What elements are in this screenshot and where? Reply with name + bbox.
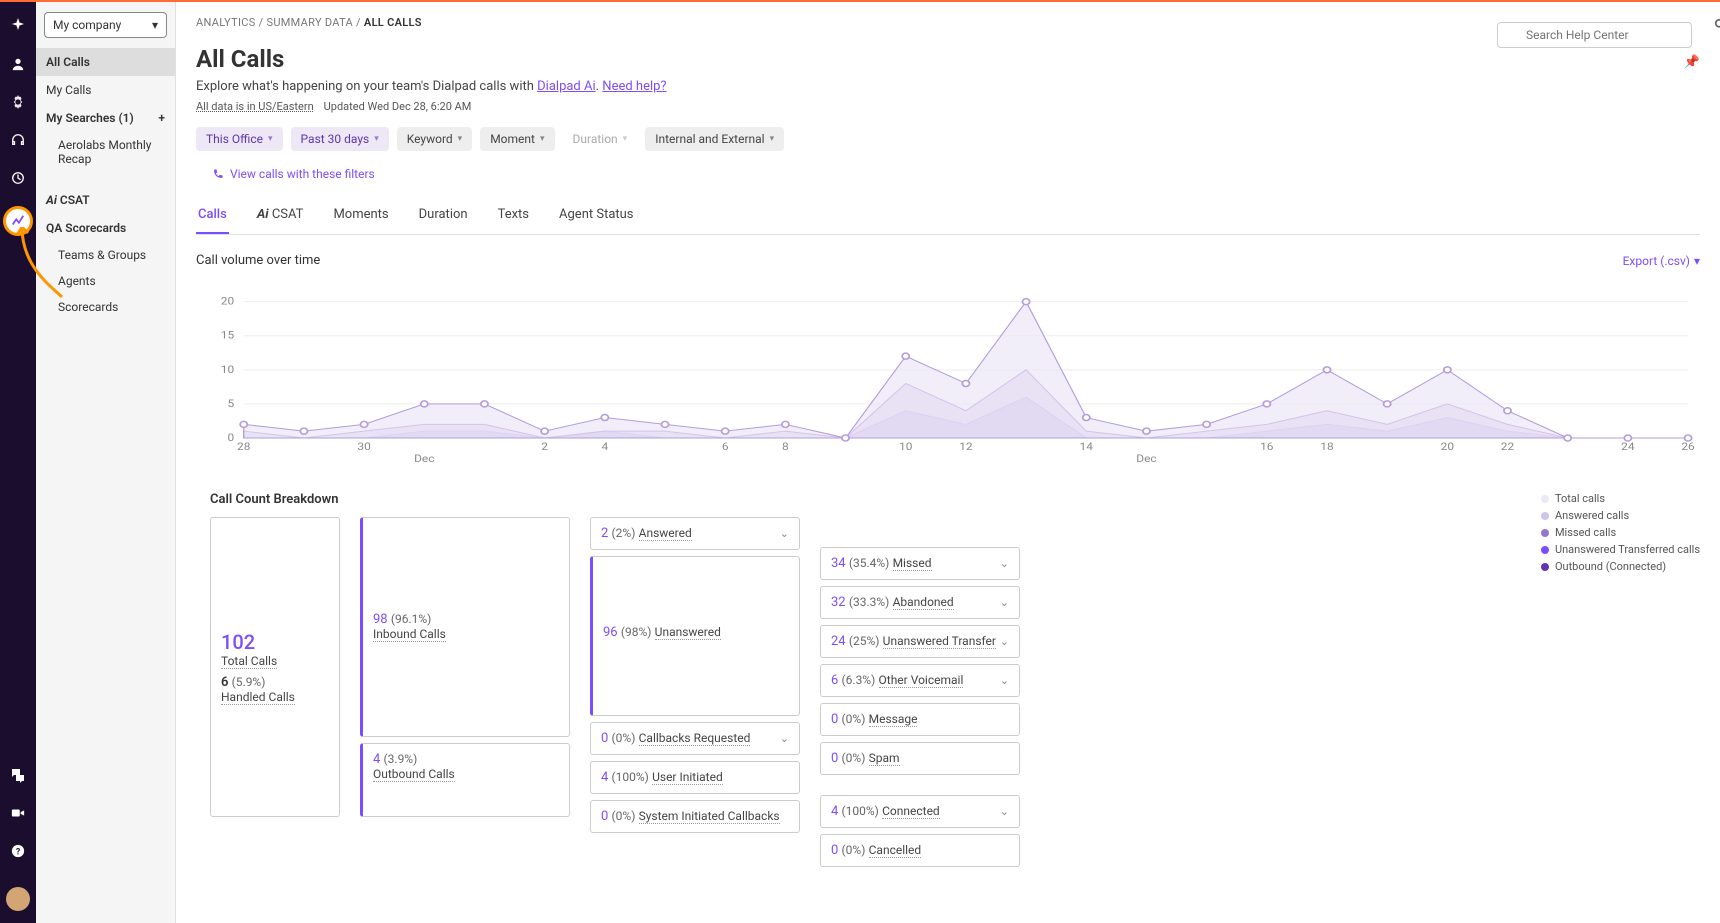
card-callbacks[interactable]: 0 (0%) Callbacks Requested⌄ bbox=[590, 722, 800, 755]
card-outbound[interactable]: 4 (3.9%) Outbound Calls bbox=[360, 743, 570, 817]
company-selector[interactable]: My company▾ bbox=[44, 12, 167, 38]
page-subtitle: Explore what's happening on your team's … bbox=[196, 79, 1700, 94]
card-message[interactable]: 0 (0%) Message bbox=[820, 703, 1020, 736]
history-icon[interactable] bbox=[8, 168, 28, 188]
filters: This Office▾ Past 30 days▾ Keyword▾ Mome… bbox=[196, 127, 1700, 151]
search-icon bbox=[1714, 18, 1720, 32]
filter-office[interactable]: This Office▾ bbox=[196, 127, 283, 151]
svg-text:30: 30 bbox=[357, 441, 370, 453]
search-input[interactable] bbox=[1497, 22, 1692, 48]
breakdown: 102 Total Calls 6 (5.9%) Handled Calls 9… bbox=[196, 517, 1521, 867]
svg-text:8: 8 bbox=[782, 441, 789, 453]
link-dialpad-ai[interactable]: Dialpad Ai bbox=[537, 79, 596, 94]
breakdown-title: Call Count Breakdown bbox=[210, 492, 1521, 507]
headset-icon[interactable] bbox=[8, 130, 28, 150]
filter-keyword[interactable]: Keyword▾ bbox=[397, 127, 472, 151]
svg-text:4: 4 bbox=[601, 441, 608, 453]
tab-calls[interactable]: Calls bbox=[196, 197, 229, 234]
breadcrumb: ANALYTICS / SUMMARY DATA / ALL CALLS bbox=[176, 2, 1720, 35]
svg-text:?: ? bbox=[16, 848, 21, 858]
svg-text:6: 6 bbox=[722, 441, 729, 453]
nav-qa[interactable]: QA Scorecards bbox=[36, 214, 175, 242]
tab-duration[interactable]: Duration bbox=[417, 197, 470, 234]
filter-duration[interactable]: Duration▾ bbox=[563, 127, 638, 151]
svg-text:20: 20 bbox=[221, 296, 234, 308]
link-need-help[interactable]: Need help? bbox=[602, 79, 666, 94]
svg-text:12: 12 bbox=[959, 441, 972, 453]
tab-moments[interactable]: Moments bbox=[331, 197, 390, 234]
sparkle-icon[interactable] bbox=[8, 16, 28, 36]
phone-icon bbox=[212, 168, 224, 180]
svg-text:Dec: Dec bbox=[414, 453, 435, 465]
svg-text:24: 24 bbox=[1621, 441, 1634, 453]
call-volume-chart: 051015202830Dec2468101214Dec161820222426 bbox=[196, 278, 1700, 468]
svg-text:Dec: Dec bbox=[1136, 453, 1157, 465]
meta: All data is in US/EasternUpdated Wed Dec… bbox=[196, 100, 1700, 113]
svg-text:2: 2 bbox=[541, 441, 548, 453]
card-connected[interactable]: 4 (100%) Connected⌄ bbox=[820, 795, 1020, 828]
svg-text:15: 15 bbox=[221, 330, 234, 342]
tab-texts[interactable]: Texts bbox=[496, 197, 531, 234]
tabs: Calls Ai CSAT Moments Duration Texts Age… bbox=[196, 197, 1700, 235]
view-calls-link[interactable]: View calls with these filters bbox=[196, 161, 1700, 197]
nav-my-calls[interactable]: My Calls bbox=[36, 76, 175, 104]
card-spam[interactable]: 0 (0%) Spam bbox=[820, 742, 1020, 775]
add-icon[interactable]: + bbox=[158, 111, 165, 125]
person-icon[interactable] bbox=[8, 54, 28, 74]
filter-days[interactable]: Past 30 days▾ bbox=[291, 127, 389, 151]
tab-agent[interactable]: Agent Status bbox=[557, 197, 636, 234]
svg-text:22: 22 bbox=[1501, 441, 1514, 453]
card-missed[interactable]: 34 (35.4%) Missed⌄ bbox=[820, 547, 1020, 580]
nav-agents[interactable]: Agents bbox=[36, 268, 175, 294]
nav-scorecards[interactable]: Scorecards bbox=[36, 294, 175, 320]
svg-text:14: 14 bbox=[1080, 441, 1093, 453]
card-sys-init[interactable]: 0 (0%) System Initiated Callbacks bbox=[590, 800, 800, 833]
card-answered[interactable]: 2 (2%) Answered⌄ bbox=[590, 517, 800, 550]
pin-icon[interactable]: 📌 bbox=[1684, 55, 1700, 70]
card-voicemail[interactable]: 6 (6.3%) Other Voicemail⌄ bbox=[820, 664, 1020, 697]
card-user-init[interactable]: 4 (100%) User Initiated bbox=[590, 761, 800, 794]
video-icon[interactable] bbox=[8, 803, 28, 823]
gear-icon[interactable] bbox=[8, 92, 28, 112]
card-abandoned[interactable]: 32 (33.3%) Abandoned⌄ bbox=[820, 586, 1020, 619]
svg-text:20: 20 bbox=[1441, 441, 1454, 453]
nav-csat[interactable]: Ai CSAT bbox=[36, 186, 175, 214]
nav-search-aerolabs[interactable]: Aerolabs Monthly Recap bbox=[36, 132, 175, 172]
svg-text:16: 16 bbox=[1260, 441, 1273, 453]
nav-teams[interactable]: Teams & Groups bbox=[36, 242, 175, 268]
page-title: All Calls bbox=[196, 45, 284, 73]
filter-scope[interactable]: Internal and External▾ bbox=[645, 127, 784, 151]
svg-text:5: 5 bbox=[227, 398, 234, 410]
sidebar: My company▾ All Calls My Calls My Search… bbox=[36, 2, 176, 923]
tab-csat[interactable]: Ai CSAT bbox=[255, 197, 306, 234]
svg-text:0: 0 bbox=[227, 432, 234, 444]
svg-text:10: 10 bbox=[221, 364, 234, 376]
export-button[interactable]: Export (.csv)▾ bbox=[1623, 254, 1700, 268]
card-utransfer[interactable]: 24 (25%) Unanswered Transfer⌄ bbox=[820, 625, 1020, 658]
avatar[interactable] bbox=[6, 887, 30, 911]
chart-title: Call volume over time bbox=[196, 253, 320, 268]
nav-all-calls[interactable]: All Calls bbox=[36, 48, 175, 76]
card-total-calls: 102 Total Calls 6 (5.9%) Handled Calls bbox=[210, 517, 340, 817]
help-icon[interactable]: ? bbox=[8, 841, 28, 861]
nav-rail: ? bbox=[0, 2, 36, 923]
chart-legend: Total callsAnswered callsMissed callsUna… bbox=[1541, 492, 1700, 577]
svg-text:18: 18 bbox=[1320, 441, 1333, 453]
filter-moment[interactable]: Moment▾ bbox=[480, 127, 554, 151]
card-inbound[interactable]: 98 (96.1%) Inbound Calls bbox=[360, 517, 570, 737]
card-cancelled[interactable]: 0 (0%) Cancelled bbox=[820, 834, 1020, 867]
svg-text:26: 26 bbox=[1681, 441, 1694, 453]
analytics-icon[interactable] bbox=[3, 206, 33, 236]
svg-text:28: 28 bbox=[237, 441, 250, 453]
chat-icon[interactable] bbox=[8, 765, 28, 785]
nav-my-searches[interactable]: My Searches (1)+ bbox=[36, 104, 175, 132]
card-unanswered[interactable]: 96 (98%) Unanswered bbox=[590, 556, 800, 716]
svg-text:10: 10 bbox=[899, 441, 912, 453]
main: ANALYTICS / SUMMARY DATA / ALL CALLS All… bbox=[176, 2, 1720, 923]
